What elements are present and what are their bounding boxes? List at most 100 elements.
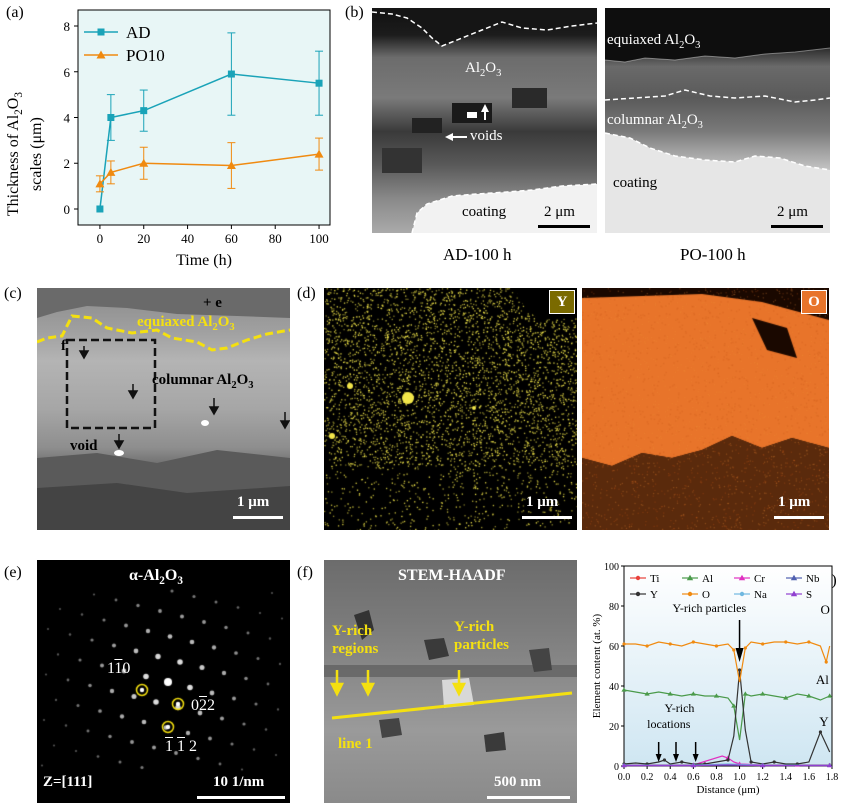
x-axis-label-g: Distance (μm) xyxy=(696,784,759,796)
x-tick-label-a: 80 xyxy=(269,231,282,246)
legend-marker-po10 xyxy=(96,50,106,59)
ad-100h-micrograph: Al2O3 voids coating 2 μm xyxy=(372,8,597,233)
legend-marker-g-nb xyxy=(790,574,798,581)
profile-point-al xyxy=(644,691,650,696)
stem-haadf-image: STEM-HAADF Y-rich regions Y-rich particles… xyxy=(324,560,577,803)
legend-label-po10: PO10 xyxy=(126,46,165,65)
profile-point-o xyxy=(691,640,695,644)
profile-line-y xyxy=(623,669,831,765)
ad-al2o3-label: Al2O3 xyxy=(465,60,502,79)
f-marker: f xyxy=(61,338,66,354)
x-tick-label-g: 0.8 xyxy=(710,772,723,783)
profile-point-o xyxy=(784,640,788,644)
line-1-label: line 1 xyxy=(338,736,373,752)
panel-label-c: (c) xyxy=(4,285,22,302)
data-point-ad xyxy=(315,79,323,87)
x-tick-label-a: 60 xyxy=(225,231,238,246)
profile-point-y xyxy=(772,760,776,764)
data-point-ad xyxy=(107,114,115,121)
o-element-map: O 1 μm xyxy=(582,288,829,530)
profile-point-o xyxy=(732,648,736,652)
y-tick-label-a: 6 xyxy=(64,65,71,80)
x-tick-label-g: 0.4 xyxy=(664,772,677,783)
scale-label-e: 10 1/nm xyxy=(213,774,265,790)
series-label-o: O xyxy=(820,602,829,617)
legend-marker-g-y xyxy=(635,591,641,597)
profile-point-o xyxy=(807,640,811,644)
profile-point-y xyxy=(737,668,742,672)
scale-bar-b-left xyxy=(538,225,590,228)
scale-label-b-right: 2 μm xyxy=(777,204,808,220)
x-tick-label-a: 40 xyxy=(181,231,194,246)
legend-marker-g-na xyxy=(739,591,745,597)
scale-label-d-left: 1 μm xyxy=(526,494,559,510)
profile-point-o xyxy=(761,642,765,646)
caption-po-100h: PO-100 h xyxy=(680,245,746,264)
arrowhead-locations xyxy=(673,754,679,762)
y-tick-label-g: 60 xyxy=(609,642,619,653)
scale-label-f: 500 nm xyxy=(494,774,542,790)
profile-point-y xyxy=(662,758,667,762)
legend-label-g-nb: Nb xyxy=(806,573,820,585)
series-label-y: Y xyxy=(819,714,829,729)
scale-bar-d-right xyxy=(774,516,824,519)
y-tick-label-g: 100 xyxy=(604,562,619,573)
x-tick-label-g: 0.0 xyxy=(618,772,631,783)
plot-area-g xyxy=(623,565,833,767)
annotation-y-rich-locations-2: locations xyxy=(647,717,691,731)
legend-label-g-o: O xyxy=(702,589,710,601)
y-tick-label-a: 0 xyxy=(64,202,71,217)
caption-ad-100h: AD-100 h xyxy=(443,245,512,264)
x-tick-label-g: 1.0 xyxy=(733,772,746,783)
profile-point-o xyxy=(743,646,747,650)
profile-line-s xyxy=(624,764,830,767)
profile-point-y xyxy=(749,760,753,764)
y-tick-label-g: 0 xyxy=(614,762,619,773)
profile-point-y xyxy=(726,758,730,762)
profile-point-al xyxy=(667,691,673,696)
stem-haadf-title: STEM-HAADF xyxy=(398,567,506,584)
annotation-y-rich-locations-1: Y-rich xyxy=(664,701,694,715)
legend-marker-g-al xyxy=(686,574,694,581)
profile-point-s xyxy=(621,763,627,768)
scale-bar-f xyxy=(487,796,570,799)
profile-point-al xyxy=(783,695,789,700)
x-tick-label-g: 1.2 xyxy=(756,772,769,783)
arrowhead-particles xyxy=(735,648,744,662)
voids-label: voids xyxy=(470,128,503,144)
legend-marker-g-ti xyxy=(635,575,641,581)
data-point-po10 xyxy=(314,149,324,158)
data-point-po10 xyxy=(106,167,116,176)
x-tick-label-g: 1.4 xyxy=(780,772,793,783)
y-rich-regions-label: Y-rich regions xyxy=(332,623,379,657)
x-tick-label-g: 1.6 xyxy=(803,772,816,783)
y-axis-label-g: Element content (at. %) xyxy=(591,613,603,718)
profile-point-o xyxy=(668,642,672,646)
profile-point-al xyxy=(690,691,696,696)
profile-point-o xyxy=(645,644,649,648)
legend-label-g-na: Na xyxy=(754,589,767,601)
profile-point-al xyxy=(827,693,833,698)
legend-marker-ad xyxy=(97,28,105,36)
spot-label-1-1-2: 1 1 2 xyxy=(165,738,197,755)
profile-point-al xyxy=(760,691,766,696)
legend-label-g-ti: Ti xyxy=(650,573,659,585)
o-map-badge: O xyxy=(801,290,827,314)
profile-point-s xyxy=(827,763,833,768)
y-tick-label-g: 40 xyxy=(609,682,619,693)
data-point-ad xyxy=(140,107,148,115)
chart-a-ylabel: Thickness of Al2O3 scales (μm) xyxy=(4,92,46,217)
columnar-label-b: columnar Al2O3 xyxy=(607,112,703,131)
y-tick-label-a: 8 xyxy=(64,19,71,34)
scale-label-d-right: 1 μm xyxy=(778,494,811,510)
y-tick-label-a: 4 xyxy=(64,111,71,126)
element-line-profile-chart: 0.0 0.2 0.4 0.6 0.8 1.0 1.2 1.4 1.6 1.8 0 20 40 60 80 1… xyxy=(591,562,838,796)
scale-bar-e xyxy=(197,796,285,799)
x-axis-label-a: Time (h) xyxy=(176,252,232,269)
profile-point-al xyxy=(713,693,720,698)
scale-bar-b-right xyxy=(771,225,823,228)
equiaxed-label-c: equiaxed Al2O3 xyxy=(137,314,235,333)
profile-point-al xyxy=(742,691,748,696)
arrowhead-locations xyxy=(692,754,699,762)
coating-label-right: coating xyxy=(613,175,658,191)
